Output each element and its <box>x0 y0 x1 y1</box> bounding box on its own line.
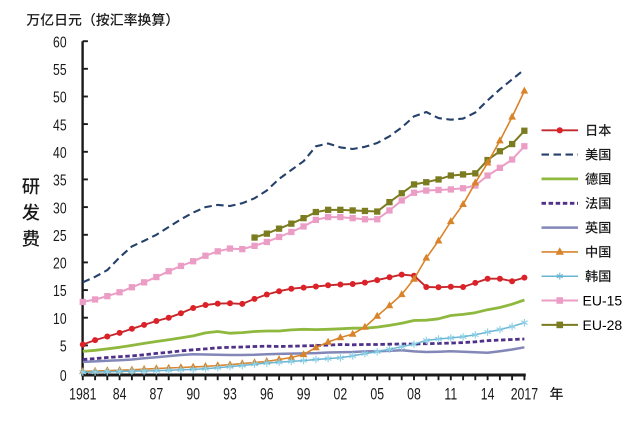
svg-text:25: 25 <box>53 227 67 245</box>
svg-text:90: 90 <box>186 386 200 404</box>
svg-text:99: 99 <box>297 386 311 404</box>
svg-text:08: 08 <box>407 386 421 404</box>
svg-text:11: 11 <box>444 386 457 404</box>
svg-text:14: 14 <box>481 386 495 404</box>
svg-text:15: 15 <box>53 283 67 301</box>
svg-text:0: 0 <box>60 368 67 386</box>
svg-text:02: 02 <box>334 386 348 404</box>
svg-text:45: 45 <box>53 117 67 135</box>
svg-text:87: 87 <box>150 386 164 404</box>
svg-text:35: 35 <box>53 172 67 190</box>
svg-text:05: 05 <box>370 386 384 404</box>
svg-text:40: 40 <box>53 144 67 162</box>
svg-text:10: 10 <box>53 310 67 328</box>
svg-text:EU-28: EU-28 <box>583 317 623 333</box>
svg-text:55: 55 <box>53 61 67 79</box>
svg-text:84: 84 <box>113 386 127 404</box>
svg-text:30: 30 <box>53 200 67 218</box>
svg-text:1981: 1981 <box>69 386 96 404</box>
svg-text:93: 93 <box>223 386 237 404</box>
svg-text:60: 60 <box>53 34 67 52</box>
svg-text:96: 96 <box>260 386 274 404</box>
svg-text:50: 50 <box>53 89 67 107</box>
svg-text:20: 20 <box>53 255 67 273</box>
svg-text:EU-15: EU-15 <box>583 292 623 308</box>
svg-text:2017: 2017 <box>511 386 538 404</box>
svg-text:5: 5 <box>60 338 67 356</box>
